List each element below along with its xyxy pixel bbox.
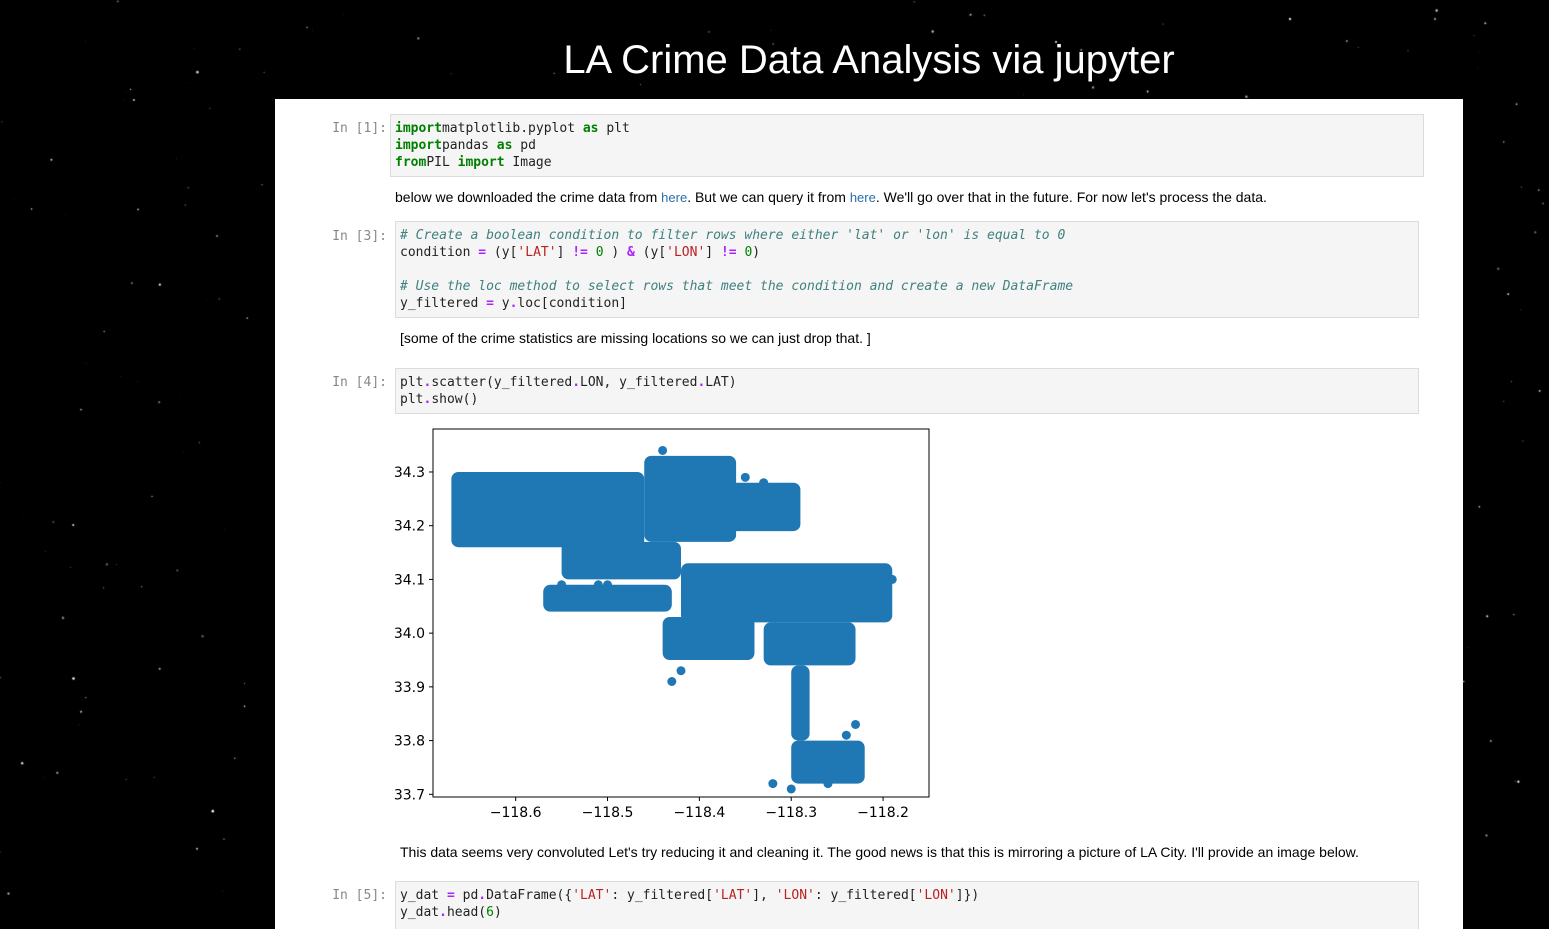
scatter-point — [676, 666, 686, 676]
scatter-cluster — [681, 563, 893, 623]
y-tick-label: 33.7 — [394, 787, 425, 803]
notebook-container[interactable]: In [1]: importmatplotlib.pyplot as plt im… — [275, 99, 1463, 929]
code-line: y_dat = pd.DataFrame({'LAT': y_filtered[… — [400, 888, 980, 903]
scatter-plot: −118.6 −118.5 −118.4 −118.3 −118.2 33.7 33.8 33… — [394, 428, 930, 821]
markdown-download-note: below we downloaded the crime data from … — [395, 189, 1267, 205]
code-line: condition = (y['LAT'] != 0 ) & (y['LON']… — [400, 245, 761, 260]
code-line: y_dat.head(6) — [400, 905, 502, 920]
md-text: . We'll go over that in the future. For … — [875, 189, 1267, 205]
scatter-point — [851, 768, 861, 778]
cell-prompt: In [5]: — [332, 888, 387, 903]
code-line: importpandas as pd — [395, 138, 536, 153]
x-tick-label: −118.6 — [490, 805, 542, 821]
code-line: importmatplotlib.pyplot as plt — [395, 121, 630, 136]
cell-prompt: In [3]: — [332, 229, 387, 244]
scatter-point — [832, 773, 842, 783]
markdown-missing-locations: [some of the crime statistics are missin… — [400, 330, 871, 346]
y-tick-label: 33.9 — [394, 680, 425, 696]
scatter-point — [667, 676, 677, 686]
x-tick-label: −118.2 — [857, 805, 909, 821]
cell-prompt: In [1]: — [332, 121, 387, 136]
md-text: below we downloaded the crime data from — [395, 189, 662, 205]
code-cell-scatter[interactable]: plt.scatter(y_filtered.LON, y_filtered.L… — [395, 368, 1419, 414]
scatter-point — [557, 580, 567, 590]
scatter-point — [474, 531, 484, 541]
scatter-cluster — [662, 617, 755, 661]
y-tick-label: 34.0 — [394, 626, 425, 642]
scatter-point — [878, 585, 888, 595]
scatter-point — [759, 478, 769, 488]
code-cell-imports[interactable]: importmatplotlib.pyplot as plt importpand… — [390, 114, 1424, 177]
y-tick-label: 33.8 — [394, 734, 425, 750]
code-line: # Create a boolean condition to filter r… — [400, 228, 1066, 243]
scatter-cluster — [726, 482, 801, 532]
cell-prompt: In [4]: — [332, 375, 387, 390]
code-line: # Use the loc method to select rows that… — [400, 279, 1074, 294]
y-tick-label: 34.3 — [394, 465, 425, 481]
scatter-point — [823, 779, 833, 789]
scatter-point — [575, 585, 585, 595]
x-tick-label: −118.4 — [673, 805, 725, 821]
scatter-point — [658, 445, 668, 455]
markdown-convoluted-note: This data seems very convoluted Let's tr… — [400, 844, 1359, 860]
scatter-point — [887, 574, 897, 584]
scatter-cluster — [543, 584, 672, 612]
scatter-point — [841, 730, 851, 740]
scatter-cluster — [451, 471, 645, 548]
md-text: . But we can query it from — [687, 189, 850, 205]
scatter-point — [851, 719, 861, 729]
y-tick-label: 34.2 — [394, 519, 425, 535]
code-line — [400, 261, 1414, 278]
page-title: LA Crime Data Analysis via jupyter — [563, 38, 1175, 82]
scatter-point — [768, 779, 778, 789]
scatter-cluster — [791, 665, 810, 741]
y-tick-label: 34.1 — [394, 572, 425, 588]
x-tick-label: −118.5 — [582, 805, 634, 821]
scatter-point — [832, 746, 842, 756]
scatter-point — [786, 784, 796, 794]
scatter-point — [740, 472, 750, 482]
code-cell-filter[interactable]: # Create a boolean condition to filter r… — [395, 221, 1419, 318]
code-line: y_filtered = y.loc[condition] — [400, 296, 627, 311]
scatter-point — [593, 580, 603, 590]
code-line: plt.scatter(y_filtered.LON, y_filtered.L… — [400, 375, 737, 390]
query-link[interactable]: here — [849, 190, 876, 205]
scatter-cluster — [644, 455, 737, 542]
code-line: fromPIL import Image — [395, 155, 552, 170]
scatter-point — [603, 580, 613, 590]
code-cell-dataframe[interactable]: y_dat = pd.DataFrame({'LAT': y_filtered[… — [395, 881, 1419, 929]
plot-frame — [432, 428, 930, 798]
scatter-cluster — [763, 622, 856, 666]
download-link[interactable]: here — [661, 190, 688, 205]
x-tick-label: −118.3 — [765, 805, 817, 821]
scatter-cluster — [561, 541, 681, 580]
scatter-cluster — [791, 740, 865, 784]
code-line: plt.show() — [400, 392, 479, 407]
